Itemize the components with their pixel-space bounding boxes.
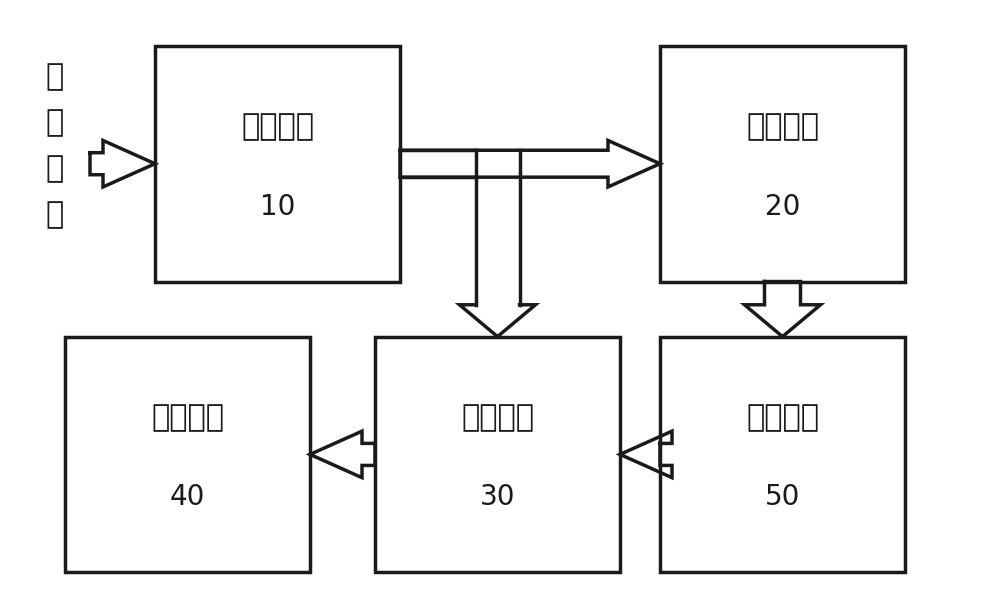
Bar [65,337,310,572]
Text: 驱动电路: 驱动电路 [461,403,534,432]
Text: 30: 30 [480,483,515,511]
Text: 电: 电 [46,62,64,91]
Text: 入: 入 [46,200,64,229]
Text: 10: 10 [260,193,295,220]
Bar [155,46,400,282]
Text: 控制模块: 控制模块 [746,403,819,432]
Bar [660,46,905,282]
Text: 过零电路: 过零电路 [746,113,819,141]
Text: 源: 源 [46,108,64,137]
Text: 40: 40 [170,483,205,511]
Text: 滤波电路: 滤波电路 [241,113,314,141]
Text: 20: 20 [765,193,800,220]
Bar [375,337,620,572]
Text: 微波负载: 微波负载 [151,403,224,432]
Bar [660,337,905,572]
Text: 50: 50 [765,483,800,511]
Text: 输: 输 [46,154,64,183]
